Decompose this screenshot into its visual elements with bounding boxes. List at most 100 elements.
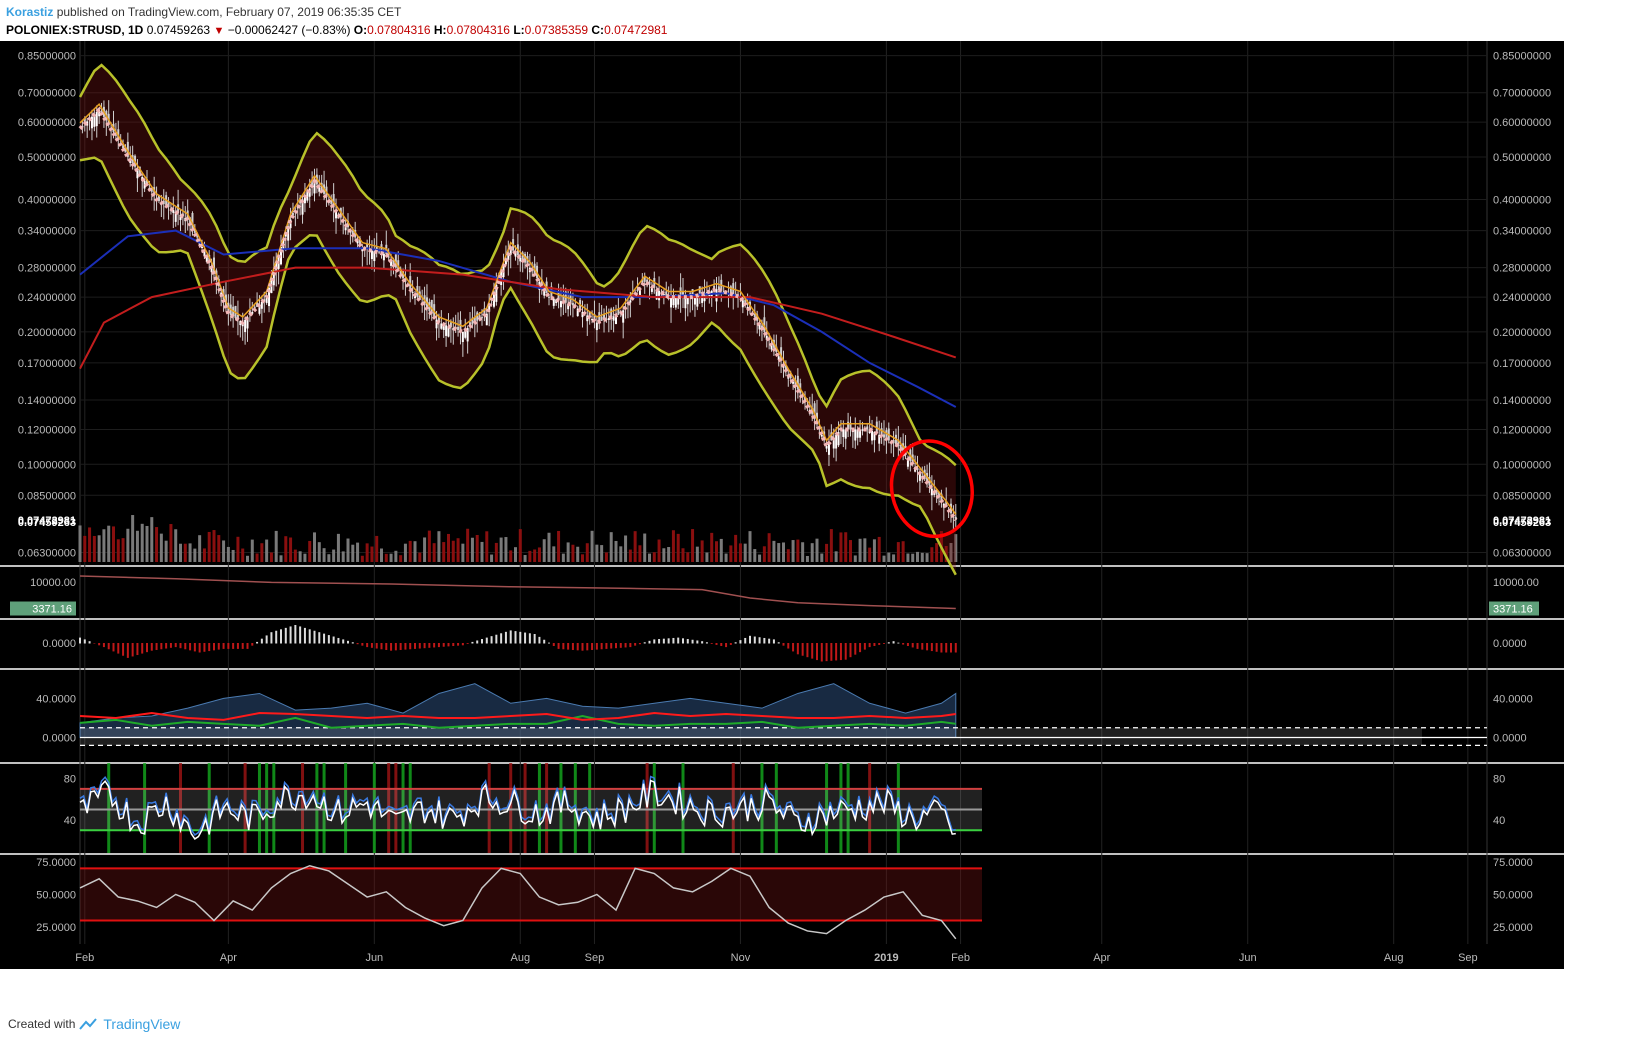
volume-bar [394, 550, 398, 562]
hist-bar [816, 643, 818, 661]
volume-bar [250, 539, 254, 562]
hist-bar [83, 639, 86, 644]
candle-body [670, 297, 673, 308]
volume-bar [796, 539, 800, 562]
volume-bar [174, 529, 178, 562]
candle-body [366, 243, 369, 250]
hist-bar [146, 643, 148, 653]
volume-bar [533, 549, 537, 562]
hist-bar [820, 643, 823, 662]
hist-bar [433, 643, 436, 648]
time-tick-label: Aug [1384, 952, 1404, 964]
candle-body [361, 248, 364, 252]
author-link[interactable]: Korastiz [6, 5, 54, 19]
volume-bar [877, 536, 881, 562]
hist-bar [926, 643, 929, 651]
price-tick-left: 0.70000000 [18, 88, 76, 100]
volume-bar [552, 546, 556, 562]
volume-bar [829, 529, 833, 562]
hist-bar [308, 629, 311, 644]
hist-bar [337, 637, 340, 644]
price-tick-right: 0.14000000 [1493, 395, 1551, 407]
candle-body [174, 211, 177, 222]
volume-bar [437, 531, 441, 562]
candle-body [411, 291, 414, 293]
candle-body [430, 299, 433, 314]
hist-bar [763, 637, 766, 644]
stoch-tick-left: 80 [64, 774, 76, 786]
hist-bar [500, 633, 503, 644]
candle-body [265, 297, 268, 303]
candle-body [930, 488, 933, 496]
price-tick-right: 0.70000000 [1493, 88, 1551, 100]
time-tick-label: Nov [731, 952, 751, 964]
volume-bar [686, 552, 690, 562]
price-tick-right: 0.85000000 [1493, 51, 1551, 63]
candle-body [543, 289, 546, 296]
candle-body [615, 315, 617, 324]
hist-bar [777, 642, 780, 644]
volume-bar [542, 539, 546, 562]
candle-body [129, 160, 132, 163]
stoch-d-line [79, 775, 956, 836]
stoch-signal-bar [394, 763, 398, 853]
volume-bar [609, 532, 613, 562]
candle-body [792, 381, 795, 384]
ind1-tick-left: 10000.00 [30, 577, 76, 589]
candle-body [777, 356, 780, 360]
tradingview-logo-icon [79, 1018, 98, 1030]
hist-tick-left: 0.0000 [42, 638, 76, 650]
volume-bar [346, 538, 350, 562]
candle-body [213, 257, 215, 274]
footer: Created with TradingView [8, 1016, 180, 1032]
hist-bar [107, 643, 110, 650]
ind1-last-badge-left [10, 601, 76, 616]
stoch-signal-bar [143, 763, 147, 853]
candle-body [263, 299, 266, 301]
candle-body [571, 303, 574, 306]
hist-bar [830, 643, 833, 661]
ind1-last-badge-right [1489, 601, 1539, 616]
time-tick-label: Apr [1093, 952, 1110, 964]
candle-body [643, 277, 646, 282]
candle-body [756, 314, 759, 321]
center-dotted-line [78, 106, 958, 522]
hist-bar [476, 640, 479, 644]
hist-bar [883, 643, 885, 644]
volume-bar [78, 525, 82, 562]
published-text: published on TradingView.com, February 0… [56, 5, 402, 19]
candle-body [691, 289, 694, 298]
candle-body [686, 297, 689, 305]
hist-bar [658, 639, 661, 644]
volume-bar [188, 543, 192, 562]
volume-bar [528, 550, 532, 562]
candle-body [871, 430, 874, 441]
volume-bar [868, 547, 872, 562]
volume-bar [303, 553, 307, 562]
hist-bar [184, 643, 187, 650]
candle-body [741, 300, 744, 308]
hist-bar [289, 626, 292, 644]
candle-body [90, 116, 93, 129]
stoch-signal-bar [523, 763, 527, 853]
volume-bar [140, 523, 144, 562]
volume-bar [269, 552, 273, 562]
volume-bar [88, 527, 92, 562]
hist-bar [327, 635, 330, 644]
candle-body [347, 221, 349, 228]
stoch-k-line [79, 779, 956, 840]
hist-bar [150, 643, 153, 651]
volume-bar [786, 549, 790, 562]
rsi-tick-left: 25.0000 [36, 922, 76, 934]
candle-body [835, 434, 838, 449]
candle-body [440, 323, 443, 329]
candle-body [179, 214, 182, 221]
volume-bar [442, 542, 446, 562]
candle-body [856, 429, 859, 438]
hist-bar [844, 643, 847, 660]
tradingview-brand[interactable]: TradingView [103, 1016, 181, 1032]
candle-body [373, 251, 376, 262]
candle-body [313, 181, 316, 194]
candle-body [196, 236, 199, 238]
